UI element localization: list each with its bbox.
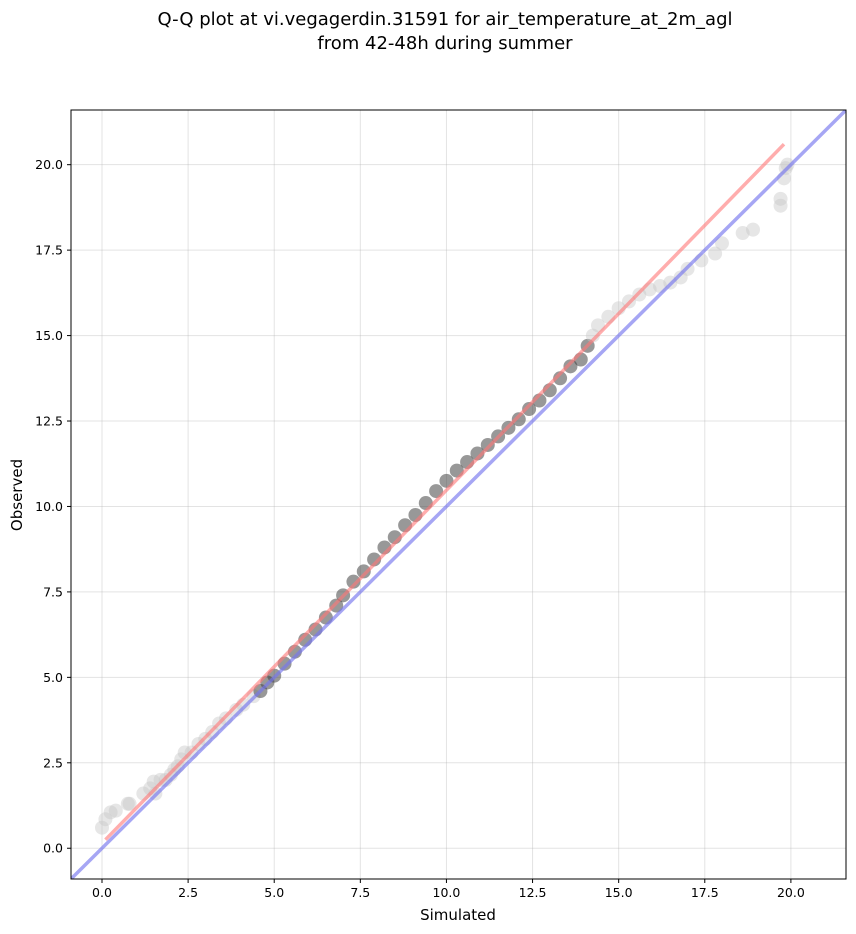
data-point (563, 359, 578, 374)
data-point (708, 246, 723, 261)
data-point (95, 820, 109, 835)
y-tick-label: 5.0 (43, 670, 63, 685)
x-tick-label: 12.5 (519, 885, 547, 900)
data-point (715, 236, 729, 251)
data-point (98, 812, 113, 827)
data-point (103, 805, 118, 820)
x-axis-label: Simulated (420, 906, 496, 924)
fit-line (104, 142, 786, 841)
axis-ticks: 0.0 2.5 5.0 7.5 10.0 12.5 15.0 17.5 20.0 0.0 2.5 5.… (35, 157, 805, 900)
data-point (773, 198, 788, 213)
y-tick-label: 10.0 (35, 499, 63, 514)
y-tick-label: 15.0 (35, 328, 63, 343)
chart-title: Q-Q plot at vi.vegagerdin.31591 for air_… (158, 9, 733, 30)
data-point (174, 752, 189, 767)
chart-subtitle: from 42-48h during summer (317, 33, 573, 54)
data-point (511, 412, 526, 427)
data-point (773, 191, 788, 206)
data-point (356, 564, 371, 579)
y-axis-label: Observed (8, 459, 26, 531)
y-tick-label: 2.5 (43, 755, 63, 770)
x-tick-label: 10.0 (433, 885, 461, 900)
data-point (480, 437, 495, 452)
x-tick-label: 15.0 (605, 885, 633, 900)
data-point (122, 796, 137, 811)
x-tick-label: 7.5 (350, 885, 370, 900)
x-tick-label: 17.5 (691, 885, 719, 900)
plot-frame (70, 109, 847, 880)
x-tick-label: 2.5 (178, 885, 198, 900)
y-tick-label: 7.5 (43, 584, 63, 599)
data-point (108, 803, 123, 818)
grid (71, 110, 846, 879)
data-point (346, 574, 361, 589)
data-point (735, 226, 750, 241)
identity-line (71, 110, 846, 879)
data-point (429, 484, 444, 499)
data-point (673, 270, 688, 285)
y-tick-label: 0.0 (43, 841, 63, 856)
y-tick-label: 20.0 (35, 157, 63, 172)
x-tick-label: 0.0 (92, 885, 112, 900)
data-point (120, 796, 135, 811)
data-point (780, 157, 795, 172)
data-point (153, 772, 168, 787)
data-point (585, 328, 600, 343)
data-point (746, 222, 760, 237)
data-point (522, 402, 537, 417)
x-tick-label: 20.0 (777, 885, 805, 900)
y-tick-label: 17.5 (35, 243, 63, 258)
x-tick-label: 5.0 (264, 885, 284, 900)
y-tick-label: 12.5 (35, 414, 63, 429)
reference-lines (71, 110, 846, 879)
